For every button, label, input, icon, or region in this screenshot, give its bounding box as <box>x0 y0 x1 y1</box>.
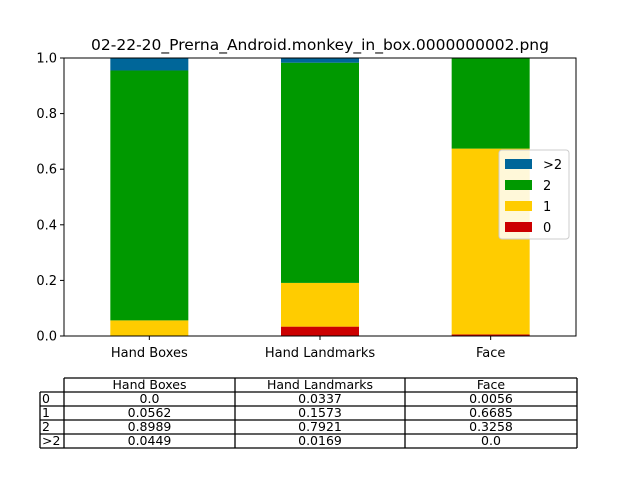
legend-swatch <box>505 222 532 232</box>
table-cell: 0.0562 <box>128 405 172 420</box>
table-row-label: 2 <box>42 419 50 434</box>
table-cell: 0.0449 <box>128 433 172 448</box>
legend: >2 2 1 0 <box>498 149 570 240</box>
bar-segment <box>110 320 189 336</box>
y-tick-label: 0.6 <box>36 163 57 178</box>
legend-swatch <box>505 159 532 169</box>
x-tick-label: Hand Boxes <box>111 346 188 361</box>
legend-label: 0 <box>543 221 551 236</box>
x-tick-label: Face <box>476 346 505 361</box>
table-header-cell: Hand Landmarks <box>267 377 373 392</box>
legend-label: 2 <box>543 179 551 194</box>
bar-segment <box>451 58 530 149</box>
bar-segment <box>110 70 189 321</box>
y-tick-label: 0.8 <box>36 107 57 122</box>
table-row-label: 1 <box>42 405 50 420</box>
bars-layer <box>110 58 530 336</box>
table-row-label: >2 <box>42 433 60 448</box>
bar-segment <box>281 326 359 336</box>
table-cell: 0.6685 <box>469 405 513 420</box>
chart-title: 02-22-20_Prerna_Android.monkey_in_box.00… <box>91 36 549 55</box>
table-cell: 0.0337 <box>298 391 342 406</box>
bar-segment <box>281 58 359 63</box>
bar-segment <box>281 282 359 327</box>
x-tick-label: Hand Landmarks <box>265 346 376 361</box>
table-cell: 0.3258 <box>469 419 513 434</box>
legend-swatch <box>505 180 532 190</box>
y-tick-label: 0.0 <box>36 330 57 345</box>
bar-segment <box>110 58 189 71</box>
table-cell: 0.1573 <box>298 405 342 420</box>
bar-segment <box>281 62 359 283</box>
bar-segment <box>451 334 530 336</box>
table-cell: 0.8989 <box>128 419 172 434</box>
table-cell: 0.0 <box>140 391 160 406</box>
table-cell: 0.0169 <box>298 433 342 448</box>
y-tick-label: 0.2 <box>36 274 57 289</box>
table-header-cell: Face <box>477 377 506 392</box>
legend-box <box>498 149 570 240</box>
table-header-cell: Hand Boxes <box>113 377 187 392</box>
axes-layer: 0.0 0.2 0.4 0.6 0.8 1.0 Hand Boxes Hand Landmar… <box>36 52 505 362</box>
table-cell: 0.0056 <box>469 391 513 406</box>
table-cell: 0.7921 <box>298 419 342 434</box>
y-tick-label: 1.0 <box>36 52 57 67</box>
legend-swatch <box>505 201 532 211</box>
legend-label: >2 <box>543 158 562 173</box>
legend-label: 1 <box>543 200 551 215</box>
table-row-label: 0 <box>42 391 50 406</box>
y-tick-label: 0.4 <box>36 218 57 233</box>
table-cell: 0.0 <box>481 433 501 448</box>
